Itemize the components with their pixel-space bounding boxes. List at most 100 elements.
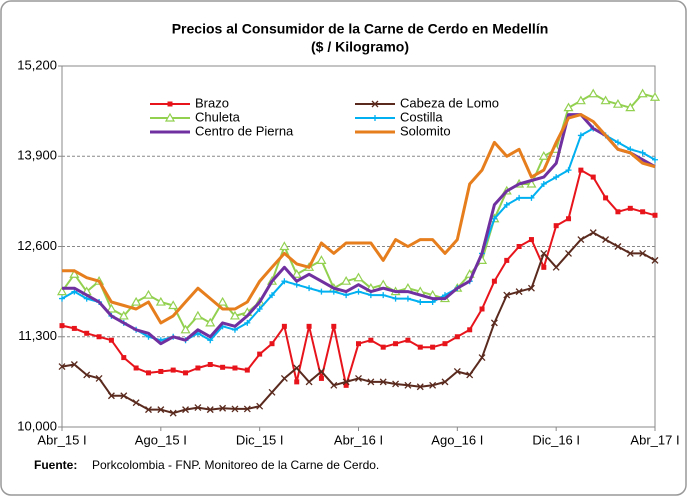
marker — [192, 310, 203, 320]
marker — [627, 205, 633, 211]
marker — [417, 344, 423, 350]
marker — [392, 380, 400, 388]
marker — [58, 363, 66, 371]
marker — [232, 365, 238, 371]
marker — [540, 249, 548, 257]
marker — [59, 323, 65, 329]
marker — [515, 288, 523, 296]
marker — [83, 371, 91, 379]
marker — [527, 284, 535, 292]
marker — [355, 374, 362, 382]
marker — [220, 364, 226, 370]
chart-subtitle: ($ / Kilogramo) — [311, 39, 409, 55]
marker — [169, 409, 177, 417]
marker — [330, 381, 338, 389]
marker — [589, 229, 597, 237]
marker — [553, 223, 559, 229]
marker — [528, 237, 534, 243]
marker — [121, 355, 127, 361]
marker — [649, 92, 661, 101]
marker — [566, 216, 572, 222]
marker — [279, 241, 290, 251]
marker — [652, 212, 658, 218]
marker — [294, 379, 300, 385]
marker — [479, 306, 485, 312]
marker — [306, 285, 313, 292]
marker — [195, 365, 201, 371]
marker — [466, 371, 474, 379]
marker — [405, 337, 411, 343]
marker — [164, 112, 176, 122]
marker — [429, 381, 437, 389]
marker — [602, 236, 610, 244]
marker — [575, 95, 586, 105]
marker — [96, 334, 102, 340]
marker — [590, 174, 596, 180]
source-label: Fuente: — [34, 458, 77, 472]
y-tick-label: 13,900 — [17, 148, 57, 163]
marker — [269, 341, 275, 347]
marker — [404, 381, 412, 389]
marker — [453, 368, 461, 375]
marker — [577, 132, 584, 139]
marker — [120, 392, 128, 400]
marker — [170, 367, 176, 373]
y-tick-label: 12,600 — [17, 238, 57, 253]
x-tick-label: Dic_15 I — [236, 432, 284, 447]
marker — [167, 101, 173, 107]
marker — [205, 317, 216, 327]
marker — [84, 330, 90, 336]
marker — [516, 244, 522, 249]
marker — [588, 88, 599, 98]
marker — [442, 341, 448, 347]
marker — [131, 296, 142, 306]
legend-label: Solomito — [400, 123, 451, 138]
legend-label: Chuleta — [195, 109, 241, 124]
series-group — [58, 229, 659, 417]
legend-label: Costilla — [400, 109, 443, 124]
marker — [341, 276, 352, 285]
y-tick-label: 15,200 — [17, 57, 57, 72]
marker — [368, 337, 374, 343]
marker — [639, 149, 646, 156]
marker — [540, 181, 547, 188]
marker — [219, 404, 227, 412]
marker — [244, 319, 251, 326]
marker — [614, 139, 621, 146]
marker — [491, 278, 497, 284]
marker — [132, 399, 140, 407]
y-tick-label: 11,300 — [18, 328, 57, 343]
marker — [526, 178, 537, 188]
marker — [231, 326, 238, 333]
marker — [133, 365, 139, 371]
marker — [157, 406, 165, 414]
marker — [612, 98, 623, 108]
marker — [317, 368, 325, 375]
marker — [305, 378, 313, 386]
marker — [393, 341, 399, 347]
x-tick-label: Ago_16 I — [431, 432, 483, 447]
marker — [183, 370, 189, 376]
marker — [293, 364, 301, 372]
x-tick-label: Abr_16 I — [334, 432, 383, 447]
marker — [256, 402, 264, 410]
marker — [206, 406, 214, 414]
marker — [180, 324, 191, 334]
marker — [353, 272, 364, 282]
marker — [404, 295, 411, 302]
marker — [71, 325, 77, 331]
marker — [640, 209, 646, 215]
marker — [355, 288, 362, 295]
marker — [268, 388, 276, 396]
marker — [316, 255, 327, 264]
marker — [379, 378, 387, 386]
marker — [454, 334, 460, 340]
marker — [600, 95, 611, 105]
marker — [56, 286, 68, 296]
marker — [625, 102, 636, 112]
marker — [343, 382, 349, 388]
marker — [281, 278, 288, 285]
marker — [563, 102, 574, 112]
marker — [291, 269, 302, 278]
